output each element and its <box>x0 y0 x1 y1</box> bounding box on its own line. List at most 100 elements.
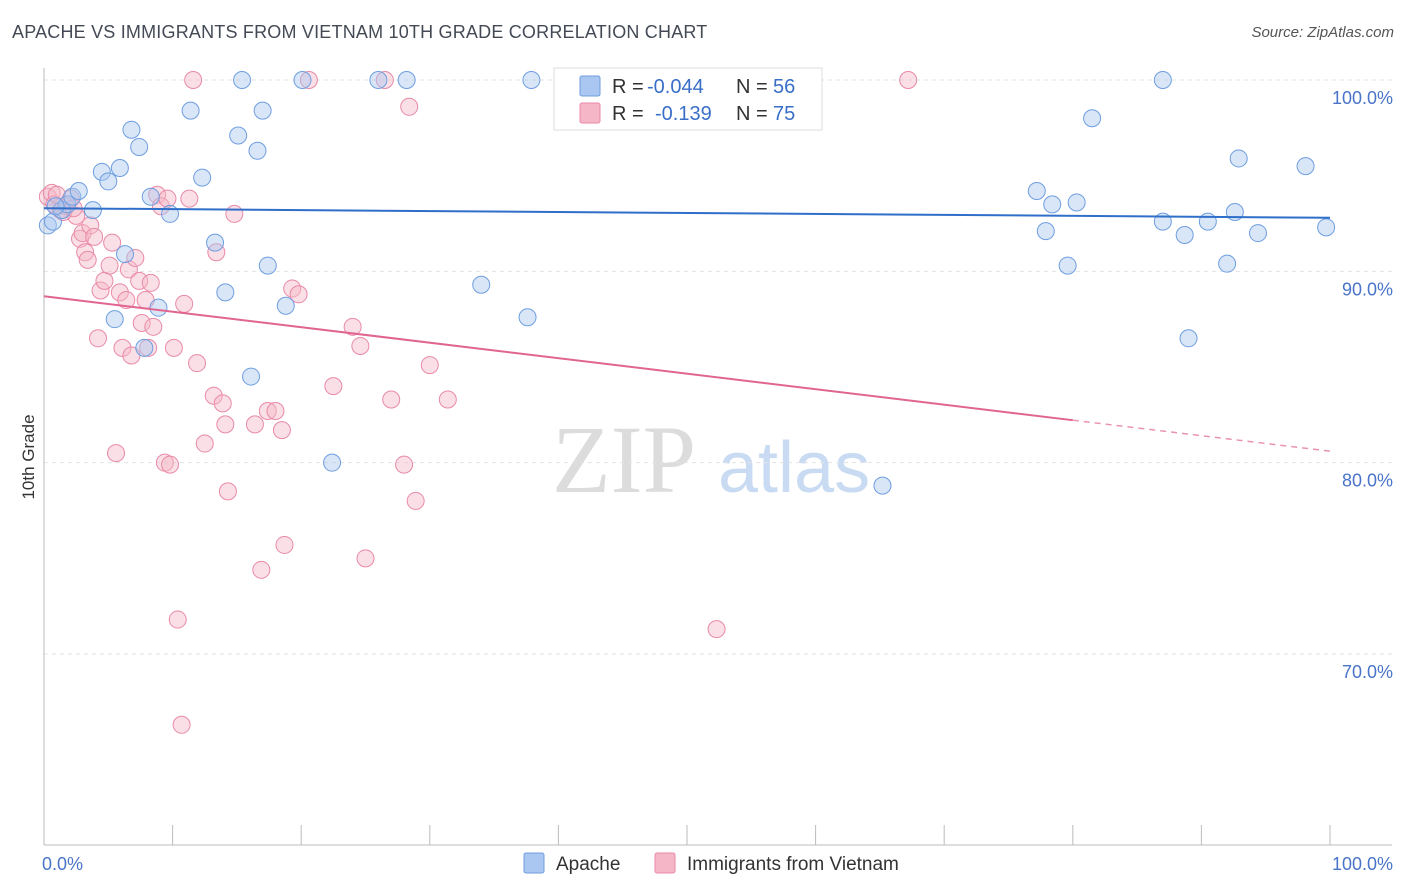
apache-point <box>369 71 388 89</box>
apache-point <box>141 187 160 206</box>
apache-point <box>116 245 135 264</box>
apache-trend-line <box>43 207 1331 219</box>
vietnam-point <box>216 415 235 434</box>
stats-legend-vietnam-n-value: 75 <box>773 103 795 125</box>
vietnam-point <box>245 415 264 434</box>
vietnam-point <box>73 224 92 243</box>
apache-point <box>130 137 149 156</box>
vietnam-point <box>275 535 294 554</box>
vietnam-point <box>78 250 97 269</box>
vietnam-point <box>89 329 108 348</box>
vietnam-point <box>375 71 394 89</box>
apache-point <box>522 71 541 89</box>
apache-point <box>1058 256 1077 275</box>
series-vietnam-points <box>38 71 918 734</box>
apache-point <box>83 201 102 220</box>
stats-legend-apache-r-value: -0.044 <box>647 76 704 98</box>
vietnam-point <box>188 354 207 373</box>
apache-point <box>193 168 212 187</box>
stats-legend-apache-swatch <box>579 75 601 97</box>
apache-point <box>206 233 225 252</box>
legend-vietnam-label: Immigrants from Vietnam <box>687 854 899 875</box>
series-legend: Apache Immigrants from Vietnam <box>523 852 899 875</box>
stats-legend-vietnam-r-value: -0.139 <box>655 103 712 125</box>
vietnam-point <box>85 227 104 246</box>
apache-point <box>472 275 491 294</box>
apache-point <box>1153 71 1172 89</box>
apache-point <box>276 296 295 315</box>
chart-title: APACHE VS IMMIGRANTS FROM VIETNAM 10TH G… <box>12 22 708 42</box>
legend-apache-swatch <box>523 852 545 874</box>
vietnam-point <box>161 455 180 474</box>
x-tick-labels: 0.0% 100.0% <box>42 854 1393 874</box>
apache-point <box>181 101 200 120</box>
vietnam-point <box>180 189 199 208</box>
vietnam-point <box>100 256 119 275</box>
vietnam-point <box>81 216 100 235</box>
vietnam-point <box>213 394 232 413</box>
apache-point <box>105 310 124 329</box>
vietnam-point <box>172 715 191 734</box>
vietnam-point <box>113 338 132 357</box>
watermark-atlas: atlas <box>718 428 870 508</box>
apache-point <box>253 101 272 120</box>
vietnam-point <box>204 386 223 405</box>
x-tick-label: 0.0% <box>42 854 83 874</box>
vietnam-point <box>168 610 187 629</box>
apache-point <box>229 126 248 145</box>
vietnam-point <box>225 204 244 223</box>
apache-point <box>46 197 65 216</box>
vietnam-point <box>184 71 203 89</box>
watermark-zip: ZIP <box>552 406 696 513</box>
apache-point <box>293 71 312 89</box>
vietnam-point <box>141 273 160 292</box>
apache-point <box>1083 109 1102 128</box>
stats-legend-apache-n-label: N = <box>736 76 768 98</box>
apache-point <box>92 162 111 181</box>
y-tick-label: 70.0% <box>1342 662 1393 682</box>
series-apache-points <box>38 71 1336 495</box>
vietnam-point <box>382 390 401 409</box>
vietnam-point <box>119 260 138 279</box>
vietnam-point <box>899 71 918 89</box>
vietnam-point <box>110 283 129 302</box>
vietnam-point <box>289 285 308 304</box>
trend-lines <box>43 207 1331 452</box>
apache-point <box>161 204 180 223</box>
vietnam-trend-line <box>43 295 1073 422</box>
vietnam-point <box>103 233 122 252</box>
y-tick-labels: 100.0% 90.0% 80.0% 70.0% <box>1332 88 1393 682</box>
vietnam-point <box>356 549 375 568</box>
apache-point <box>1036 222 1055 241</box>
vietnam-point <box>95 271 114 290</box>
gridlines <box>44 79 1392 655</box>
stats-legend-vietnam-r-label: R = <box>612 103 644 125</box>
vietnam-point <box>406 491 425 510</box>
vietnam-point <box>343 317 362 336</box>
vietnam-point <box>299 71 318 89</box>
vietnam-point <box>438 390 457 409</box>
apache-point <box>1296 157 1315 176</box>
apache-point <box>1179 329 1198 348</box>
apache-point <box>110 159 129 178</box>
vietnam-point <box>91 281 110 300</box>
apache-point <box>248 141 267 160</box>
vietnam-point <box>139 338 158 357</box>
vietnam-point <box>324 377 343 396</box>
vietnam-point <box>158 189 177 208</box>
axes <box>43 68 1392 846</box>
y-tick-label: 90.0% <box>1342 279 1393 299</box>
vietnam-point <box>148 185 167 204</box>
legend-apache-label: Apache <box>556 854 620 875</box>
vietnam-point <box>126 248 145 267</box>
y-axis-title: 10th Grade <box>19 414 38 499</box>
apache-point <box>323 453 342 472</box>
vietnam-point <box>420 356 439 375</box>
apache-point <box>69 181 88 200</box>
vietnam-point <box>144 317 163 336</box>
vietnam-point <box>195 434 214 453</box>
vietnam-point <box>351 336 370 355</box>
vietnam-point <box>395 455 414 474</box>
apache-point <box>397 71 416 89</box>
apache-point <box>233 71 252 89</box>
